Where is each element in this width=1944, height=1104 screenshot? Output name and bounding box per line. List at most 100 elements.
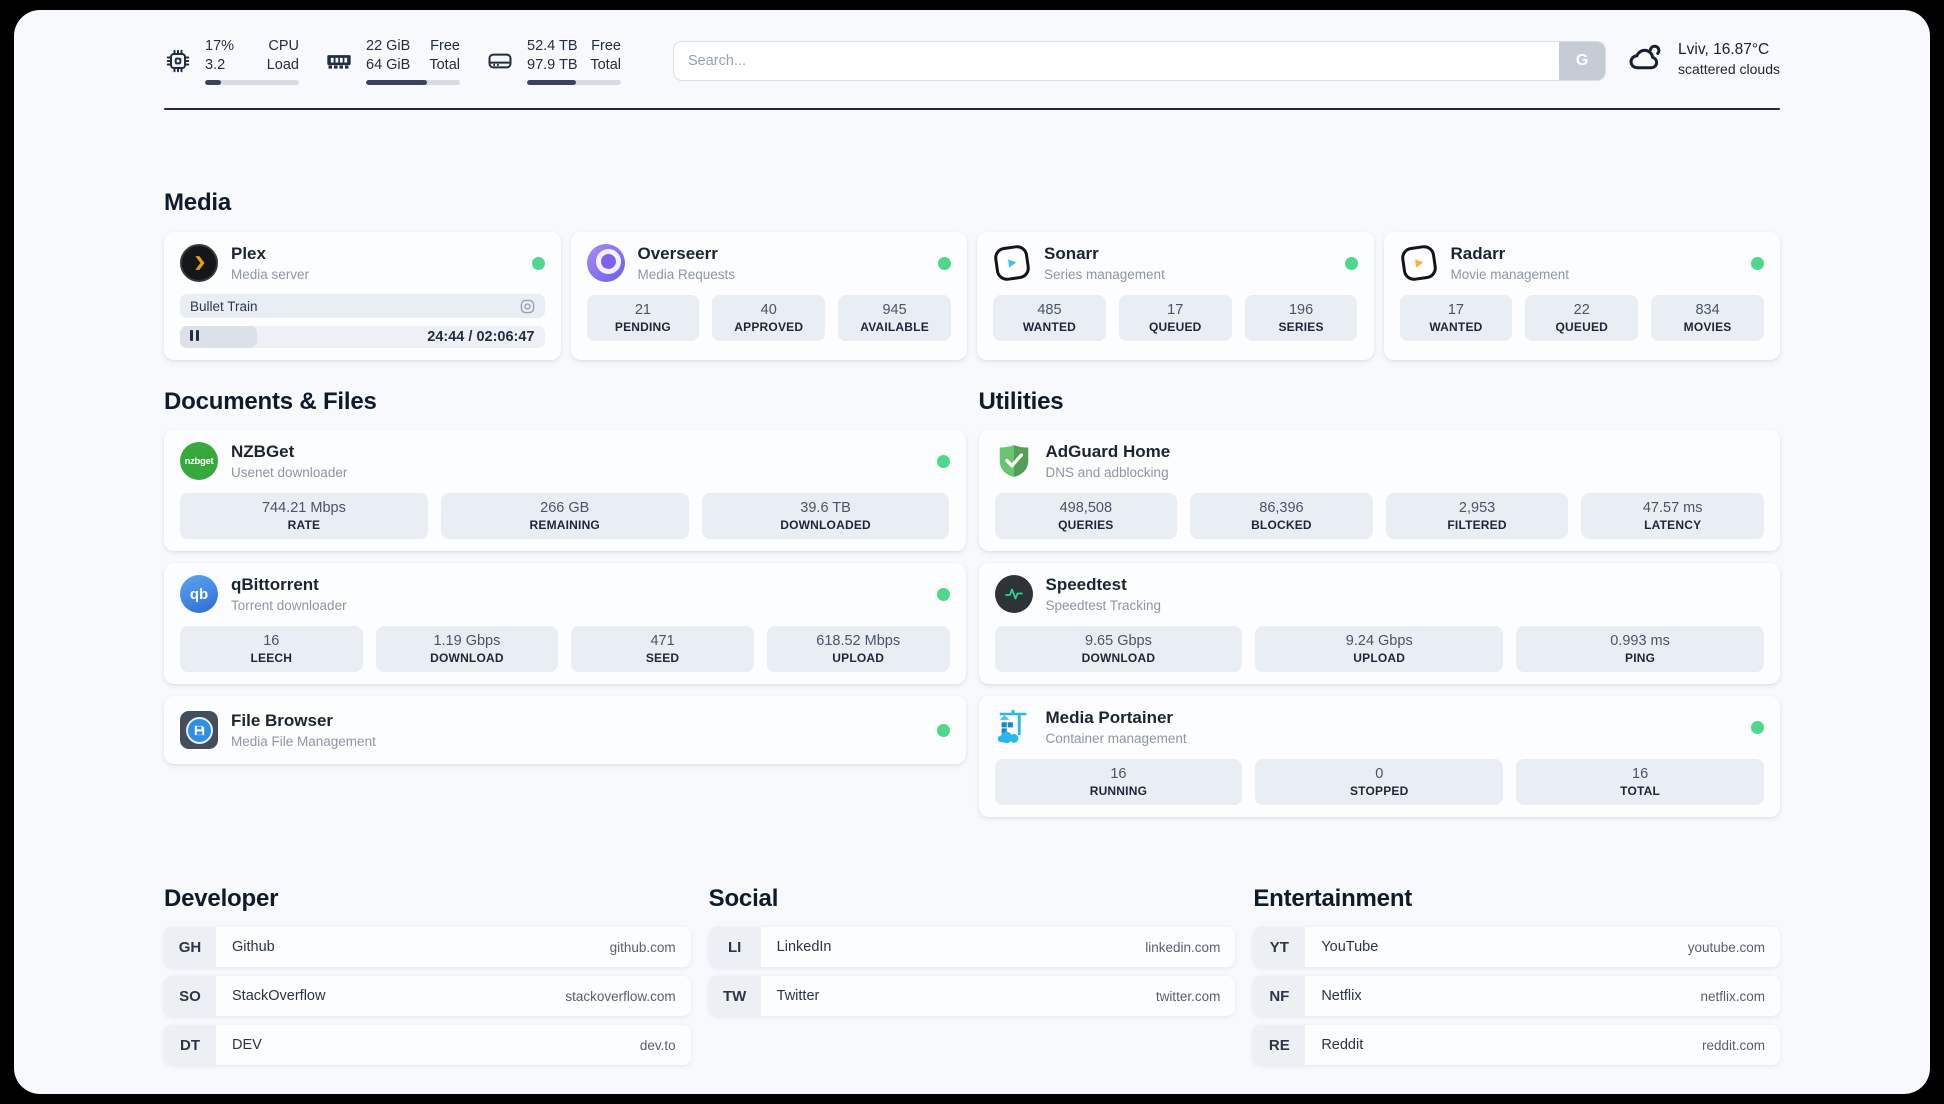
bookmark-name: DEV — [232, 1037, 262, 1053]
service-name: AdGuard Home — [1045, 442, 1171, 461]
status-dot — [936, 587, 950, 601]
section-title-developer: Developer — [164, 885, 279, 912]
stat-seed: 471 SEED — [571, 626, 754, 672]
bookmark-reddit[interactable]: RE Reddit reddit.com — [1253, 1025, 1780, 1065]
status-dot — [1344, 256, 1358, 270]
stat-series: 196 SERIES — [1244, 295, 1358, 341]
stat-remaining: 266 GB REMAINING — [440, 493, 689, 539]
service-card-filebrowser[interactable]: File Browser Media File Management — [164, 696, 966, 764]
stat-download: 9.65 Gbps DOWNLOAD — [994, 626, 1243, 672]
service-card-portainer[interactable]: Media Portainer Container management 16 R… — [978, 696, 1780, 817]
chip-icon — [166, 49, 190, 73]
cpu-progress-bar — [205, 80, 299, 85]
playback-progress-bar: 24:44 / 02:06:47 — [180, 326, 545, 348]
stat-filtered: 2,953 FILTERED — [1385, 493, 1569, 539]
service-desc: Media server — [231, 267, 310, 282]
weather-widget: Lviv, 16.87°C scattered clouds — [1626, 40, 1780, 78]
bookmark-github[interactable]: GH Github github.com — [164, 927, 691, 967]
storage-total-label: Total — [590, 57, 621, 73]
weather-location-temp: Lviv, 16.87°C — [1678, 41, 1770, 58]
filebrowser-logo-icon — [180, 711, 218, 749]
service-desc: Media File Management — [231, 734, 376, 749]
stat-approved: 40 APPROVED — [712, 295, 826, 341]
overseerr-logo-icon — [586, 244, 625, 282]
stat-movies: 834 MOVIES — [1651, 295, 1764, 341]
cpu-value: 17% — [205, 38, 235, 54]
service-desc: Torrent downloader — [231, 598, 347, 613]
stat-rate: 744.21 Mbps RATE — [180, 493, 428, 539]
entertainment-column: Entertainment YT YouTube youtube.com NF … — [1253, 885, 1780, 1065]
bookmark-url: twitter.com — [1155, 988, 1221, 1004]
memory-free-label: Free — [430, 38, 460, 54]
bookmark-url: youtube.com — [1687, 939, 1765, 955]
weather-condition: scattered clouds — [1678, 61, 1780, 77]
bookmark-name: Github — [232, 939, 275, 955]
now-playing-title: Bullet Train — [190, 298, 258, 314]
memory-total-label: Total — [429, 57, 460, 73]
top-bar: 17% CPU 3.2 Load 22 GiB Free 64 GiB Total — [164, 37, 1780, 85]
bookmark-abbr: NF — [1253, 976, 1306, 1016]
service-card-nzbget[interactable]: nzbget NZBGet Usenet downloader 744.21 M… — [164, 430, 966, 551]
service-name: qBittorrent — [231, 575, 319, 594]
status-dot — [1751, 256, 1764, 270]
bookmark-abbr: DT — [164, 1025, 216, 1065]
search-input[interactable] — [673, 41, 1607, 81]
qbittorrent-logo-icon: qb — [180, 575, 218, 613]
service-desc: Usenet downloader — [231, 465, 348, 480]
stat-upload: 618.52 Mbps UPLOAD — [766, 626, 950, 672]
stat-queries: 498,508 QUERIES — [994, 493, 1178, 539]
stat-downloaded: 39.6 TB DOWNLOADED — [701, 493, 950, 539]
search-bar: G — [673, 41, 1607, 81]
bookmark-abbr: RE — [1253, 1025, 1306, 1065]
stat-pending: 21 PENDING — [586, 295, 700, 341]
service-desc: Movie management — [1450, 267, 1570, 282]
bookmark-netflix[interactable]: NF Netflix netflix.com — [1253, 976, 1780, 1016]
bookmark-youtube[interactable]: YT YouTube youtube.com — [1253, 927, 1780, 967]
stat-queued: 22 QUEUED — [1525, 295, 1639, 341]
memory-stat: 22 GiB Free 64 GiB Total — [325, 37, 460, 85]
utilities-column: Utilities AdGuard Home — [978, 388, 1780, 817]
storage-stat: 52.4 TB Free 97.9 TB Total — [486, 37, 621, 85]
stat-stopped: 0 STOPPED — [1255, 759, 1504, 805]
media-grid: Plex Media server Bullet Train 24:44 / 0 — [164, 232, 1780, 360]
bookmark-abbr: SO — [164, 976, 216, 1016]
service-name: Radarr — [1450, 244, 1506, 263]
memory-progress-bar — [366, 80, 460, 85]
bookmark-stackoverflow[interactable]: SO StackOverflow stackoverflow.com — [164, 976, 691, 1016]
cloud-icon — [1629, 44, 1661, 70]
lens-icon — [520, 299, 534, 313]
cpu-stat: 17% CPU 3.2 Load — [164, 37, 299, 85]
service-card-overseerr[interactable]: Overseerr Media Requests 21 PENDING 40 APP… — [570, 232, 967, 360]
bookmark-url: netflix.com — [1700, 988, 1765, 1004]
social-column: Social LI LinkedIn linkedin.com TW Twitt… — [708, 885, 1236, 1065]
stat-wanted: 485 WANTED — [993, 295, 1106, 341]
bookmark-dev[interactable]: DT DEV dev.to — [164, 1025, 691, 1065]
stat-ping: 0.993 ms PING — [1516, 626, 1764, 672]
bookmark-name: Reddit — [1321, 1037, 1364, 1053]
service-card-radarr[interactable]: Radarr Movie management 17 WANTED 22 QUEUE… — [1383, 232, 1780, 360]
stat-total: 16 TOTAL — [1516, 759, 1764, 805]
bookmark-name: StackOverflow — [232, 988, 326, 1004]
service-name: Plex — [231, 244, 266, 263]
storage-free-label: Free — [591, 38, 621, 54]
service-card-adguard[interactable]: AdGuard Home DNS and adblocking 498,508 Q… — [978, 430, 1780, 551]
bookmark-linkedin[interactable]: LI LinkedIn linkedin.com — [708, 927, 1236, 967]
section-title-entertainment: Entertainment — [1253, 885, 1413, 912]
memory-total-value: 64 GiB — [366, 57, 411, 73]
pause-icon — [190, 328, 202, 346]
search-go-button[interactable]: G — [1559, 42, 1606, 80]
status-dot — [1751, 720, 1764, 734]
service-desc: Container management — [1045, 731, 1187, 746]
bookmark-url: dev.to — [639, 1037, 676, 1053]
section-title-media: Media — [164, 189, 232, 216]
service-name: Media Portainer — [1045, 708, 1174, 727]
service-card-qbittorrent[interactable]: qb qBittorrent Torrent downloader 16 LEEC… — [164, 563, 966, 684]
bookmark-twitter[interactable]: TW Twitter twitter.com — [708, 976, 1236, 1016]
service-card-sonarr[interactable]: Sonarr Series management 485 WANTED 17 QUE… — [977, 232, 1374, 360]
bookmark-name: Netflix — [1321, 988, 1362, 1004]
status-dot — [936, 723, 950, 737]
service-name: Sonarr — [1044, 244, 1099, 263]
service-card-plex[interactable]: Plex Media server Bullet Train 24:44 / 0 — [164, 232, 561, 360]
stat-available: 945 AVAILABLE — [838, 295, 951, 341]
service-card-speedtest[interactable]: Speedtest Speedtest Tracking 9.65 Gbps DO… — [978, 563, 1780, 684]
